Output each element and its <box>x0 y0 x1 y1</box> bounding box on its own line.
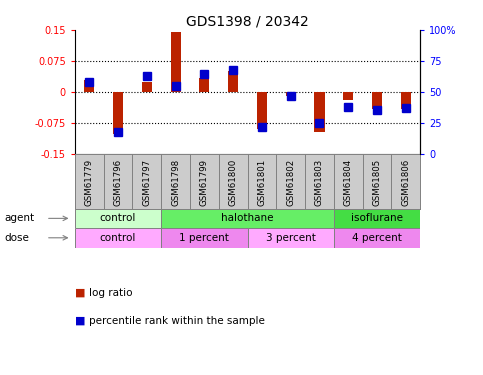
Text: GSM61799: GSM61799 <box>200 159 209 206</box>
Bar <box>161 209 334 228</box>
Text: control: control <box>100 213 136 223</box>
Text: GSM61805: GSM61805 <box>372 159 382 206</box>
Bar <box>343 92 353 100</box>
Text: ■: ■ <box>75 316 85 326</box>
Bar <box>257 92 267 129</box>
Bar <box>75 228 161 248</box>
Text: 3 percent: 3 percent <box>266 233 316 243</box>
Text: control: control <box>100 233 136 243</box>
Bar <box>372 92 382 109</box>
Bar <box>228 71 238 92</box>
Title: GDS1398 / 20342: GDS1398 / 20342 <box>186 15 309 29</box>
Text: 1 percent: 1 percent <box>179 233 229 243</box>
Bar <box>247 228 334 248</box>
Text: GSM61802: GSM61802 <box>286 159 295 206</box>
Text: GSM61779: GSM61779 <box>85 159 94 206</box>
Text: isoflurane: isoflurane <box>351 213 403 223</box>
Text: halothane: halothane <box>221 213 274 223</box>
Bar <box>285 92 296 96</box>
Bar <box>334 228 420 248</box>
Text: ■: ■ <box>75 288 85 297</box>
Text: GSM61798: GSM61798 <box>171 159 180 206</box>
Bar <box>314 92 325 132</box>
Text: dose: dose <box>5 233 30 243</box>
Bar <box>170 32 181 92</box>
Text: agent: agent <box>5 213 35 223</box>
Text: GSM61804: GSM61804 <box>344 159 353 206</box>
Bar <box>199 78 210 92</box>
Text: 4 percent: 4 percent <box>352 233 402 243</box>
Bar <box>84 80 94 92</box>
Text: GSM61806: GSM61806 <box>401 159 411 206</box>
Text: GSM61801: GSM61801 <box>257 159 267 206</box>
Text: GSM61796: GSM61796 <box>114 159 123 206</box>
Text: GSM61800: GSM61800 <box>228 159 238 206</box>
Text: percentile rank within the sample: percentile rank within the sample <box>89 316 265 326</box>
Bar <box>334 209 420 228</box>
Bar <box>75 209 161 228</box>
Text: GSM61797: GSM61797 <box>142 159 151 206</box>
Bar <box>401 92 411 109</box>
Bar <box>142 82 152 92</box>
Text: log ratio: log ratio <box>89 288 133 297</box>
Bar <box>161 228 247 248</box>
Bar <box>113 92 123 134</box>
Text: GSM61803: GSM61803 <box>315 159 324 206</box>
